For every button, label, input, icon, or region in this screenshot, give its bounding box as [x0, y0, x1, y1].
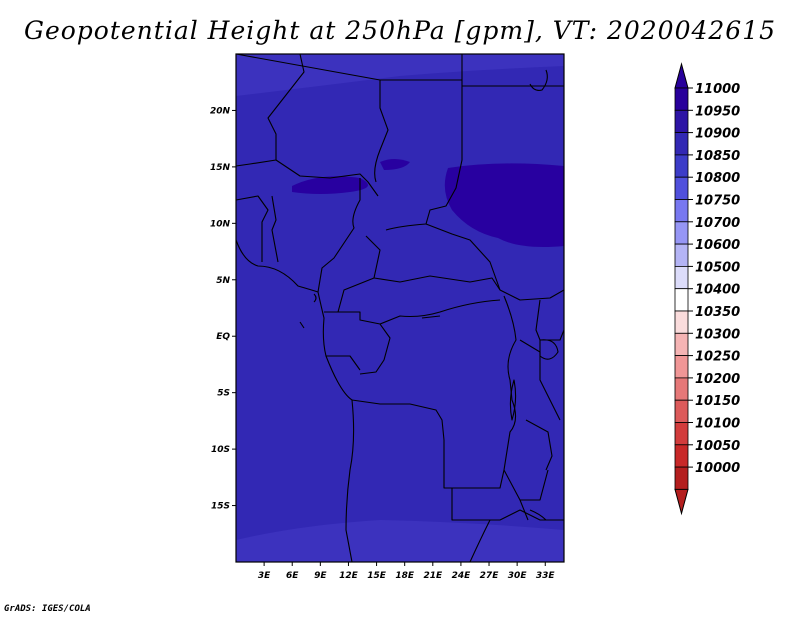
- colorbar-swatch-7: [674, 243, 689, 267]
- colorbar-label: 10800: [695, 171, 740, 186]
- lon-tick-label: 15E: [367, 571, 387, 581]
- colorbar: 11000 10950 10900 10850 10800 10750 10700 10600…: [674, 62, 740, 516]
- lon-tick-label: 21E: [423, 571, 443, 581]
- colorbar-swatch-16: [674, 444, 689, 468]
- colorbar-swatch-15: [674, 422, 689, 446]
- grads-credit: GrADS: IGES/COLA: [4, 604, 91, 614]
- colorbar-swatch-13: [674, 377, 689, 401]
- colorbar-swatch-17: [674, 466, 689, 490]
- country-borders: [236, 54, 564, 562]
- lat-tick-label: 10N: [210, 219, 231, 229]
- high-core-mid: [292, 176, 368, 194]
- colorbar-swatch-2: [674, 132, 689, 156]
- colorbar-label: 10500: [695, 260, 740, 275]
- lon-tick-label: 33E: [536, 571, 556, 581]
- longitude-axis: 3E 6E 9E 12E 15E 18E 21E 24E 27E 30E 33E: [258, 562, 556, 581]
- colorbar-swatch-3: [674, 154, 689, 178]
- colorbar-label: 10000: [695, 461, 740, 476]
- colorbar-swatch-9: [674, 288, 689, 312]
- map-frame: [235, 53, 565, 563]
- height-field: [236, 54, 564, 562]
- lat-tick-label: EQ: [216, 332, 230, 342]
- colorbar-label: 11000: [695, 82, 740, 97]
- colorbar-label: 10400: [695, 283, 740, 298]
- colorbar-swatch-0: [674, 87, 689, 111]
- lat-tick-label: 15N: [210, 163, 231, 173]
- colorbar-label: 10850: [695, 149, 740, 164]
- lon-tick-label: 3E: [258, 571, 271, 581]
- colorbar-swatch-11: [674, 332, 689, 356]
- lon-tick-label: 6E: [286, 571, 299, 581]
- colorbar-label: 10350: [695, 305, 740, 320]
- high-core-small: [380, 159, 410, 170]
- colorbar-swatch-5: [674, 199, 689, 223]
- colorbar-label: 10600: [695, 238, 740, 253]
- colorbar-swatch-1: [674, 109, 689, 134]
- lon-tick-label: 9E: [314, 571, 327, 581]
- colorbar-swatch-4: [674, 176, 689, 200]
- lon-tick-label: 30E: [508, 571, 528, 581]
- lower-band-shade: [236, 520, 564, 562]
- colorbar-top-arrow: [674, 62, 689, 89]
- colorbar-swatch-6: [674, 221, 689, 245]
- lat-tick-label: 10S: [211, 445, 230, 455]
- colorbar-label: 10200: [695, 372, 740, 387]
- lon-tick-label: 24E: [452, 571, 472, 581]
- colorbar-swatch-10: [674, 310, 689, 334]
- upper-band-shade: [236, 54, 564, 96]
- chart-title: Geopotential Height at 250hPa [gpm], VT:…: [23, 16, 777, 45]
- lon-tick-label: 12E: [339, 571, 359, 581]
- colorbar-label: 10050: [695, 439, 740, 454]
- colorbar-label: 10700: [695, 216, 740, 231]
- colorbar-label: 10750: [695, 194, 740, 209]
- high-core-east: [444, 163, 564, 247]
- lat-tick-label: 20N: [210, 106, 231, 116]
- colorbar-swatch-8: [674, 265, 689, 290]
- colorbar-swatch-14: [674, 399, 689, 423]
- colorbar-label: 10250: [695, 350, 740, 365]
- colorbar-swatch-12: [674, 355, 689, 379]
- colorbar-label: 10100: [695, 417, 740, 432]
- colorbar-label: 10900: [695, 127, 740, 142]
- colorbar-label: 10300: [695, 327, 740, 342]
- colorbar-label: 10950: [695, 104, 740, 119]
- colorbar-bottom-arrow: [674, 488, 689, 516]
- latitude-axis: 20N 15N 10N 5N EQ 5S 10S 15S: [210, 106, 236, 512]
- lat-tick-label: 5N: [216, 276, 230, 286]
- lon-tick-label: 27E: [480, 571, 500, 581]
- lat-tick-label: 5S: [217, 389, 230, 399]
- base-fill: [236, 54, 564, 562]
- lon-tick-label: 18E: [395, 571, 415, 581]
- lat-tick-label: 15S: [211, 502, 230, 512]
- colorbar-label: 10150: [695, 394, 740, 409]
